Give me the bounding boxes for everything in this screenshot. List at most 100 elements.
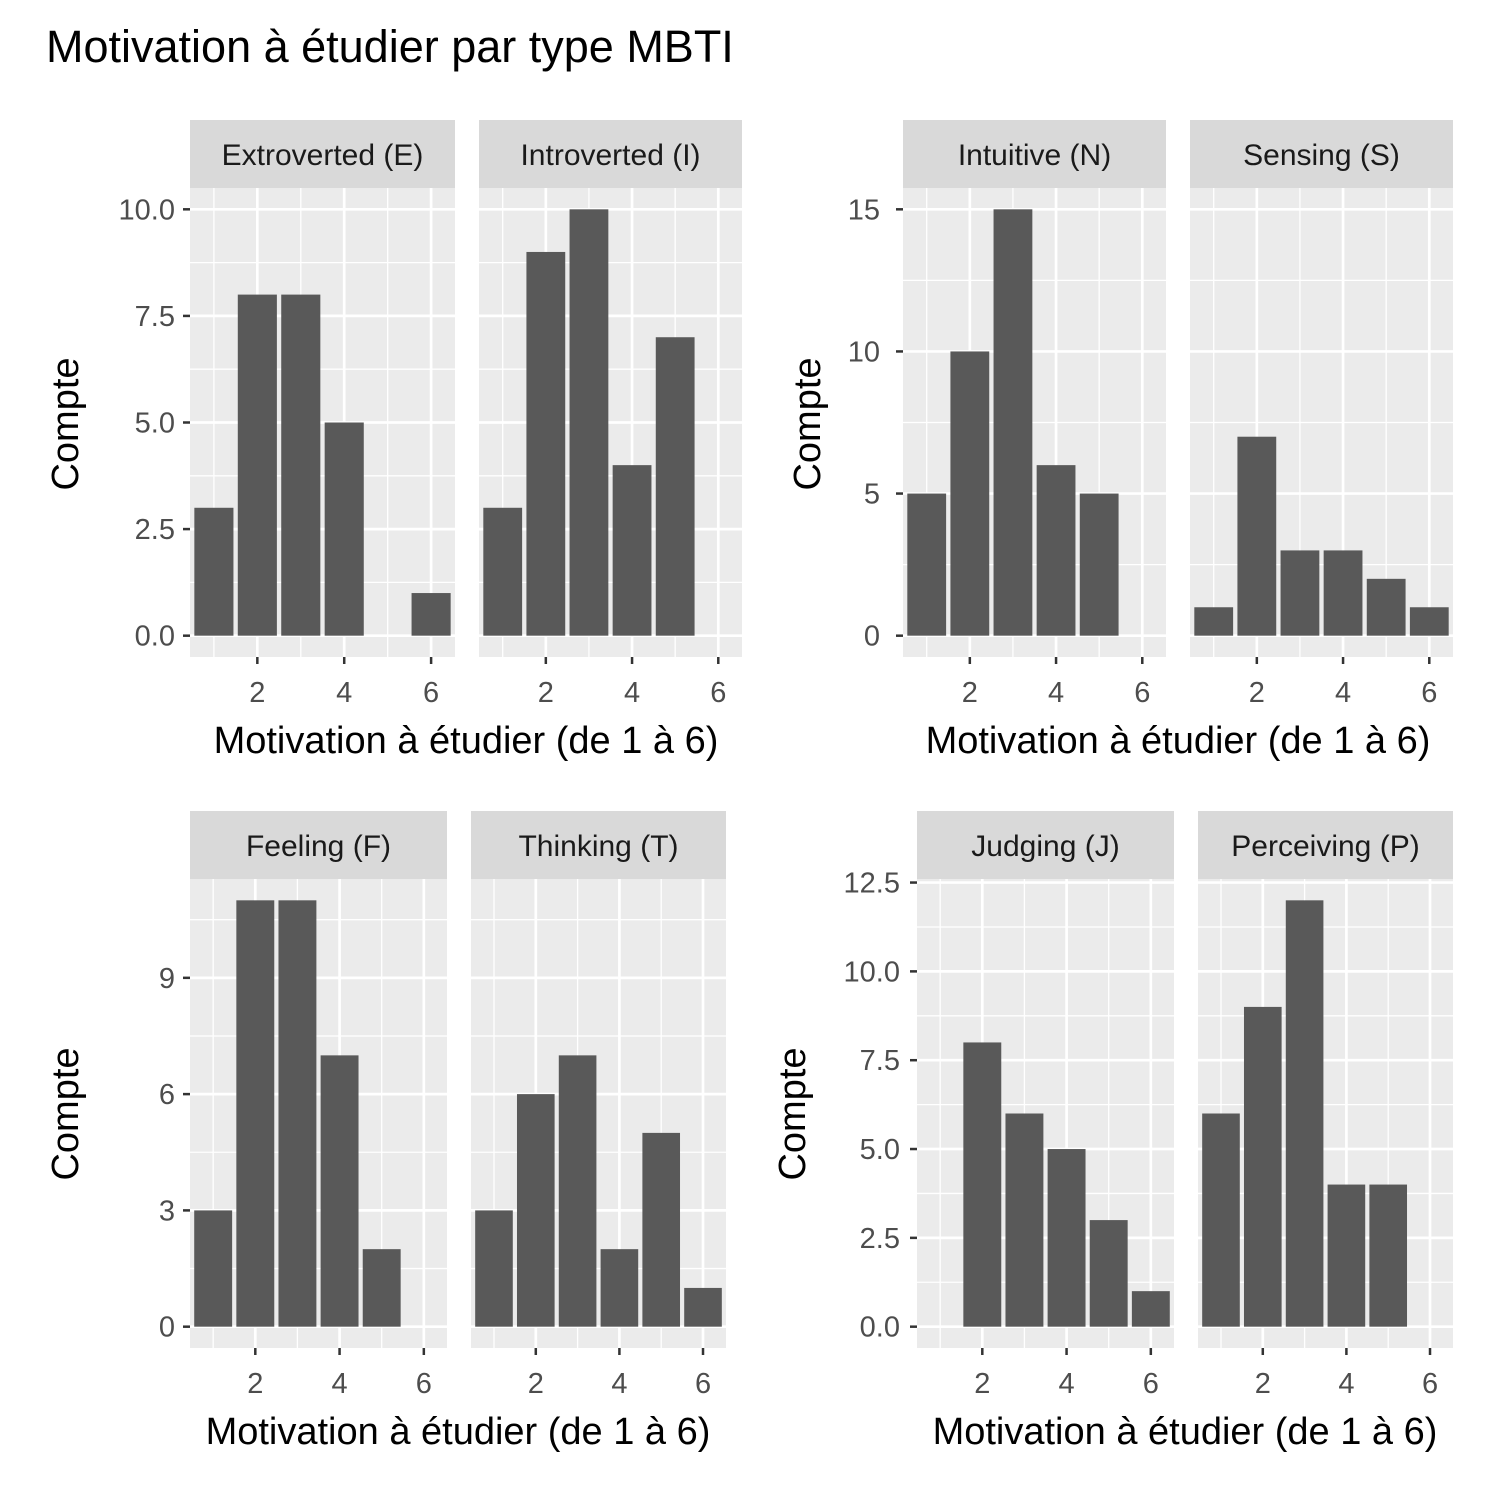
bar	[1131, 1291, 1170, 1327]
bar	[1369, 1184, 1408, 1327]
x-axis-title: Motivation à étudier (de 1 à 6)	[206, 1411, 711, 1453]
x-tick-label: 2	[249, 677, 265, 709]
y-tick-label: 6	[159, 1079, 175, 1111]
y-tick-label: 10.0	[119, 194, 175, 226]
facet-strip	[479, 120, 742, 188]
bar	[1202, 1113, 1240, 1327]
y-tick-label: 12.5	[844, 868, 900, 900]
y-tick-label: 5.0	[860, 1134, 900, 1166]
chart-2: Intuitive (N) 2 4 6 Sensing (S) 2 4 6 0 5 10 15 Moti…	[787, 120, 1453, 762]
facet-panel: Sensing (S) 2 4 6	[1190, 120, 1453, 709]
bar	[1366, 578, 1406, 636]
facet-panel: Intuitive (N) 2 4 6	[903, 120, 1166, 709]
x-tick-label: 6	[1422, 1368, 1438, 1400]
facet-strip-label: Feeling (F)	[246, 830, 391, 863]
x-tick-label: 6	[416, 1368, 432, 1400]
bar	[993, 209, 1033, 636]
facet-strip-label: Introverted (I)	[520, 139, 700, 172]
facet-panel: Perceiving (P) 2 4 6	[1198, 811, 1453, 1400]
panel-background	[917, 879, 1174, 1348]
bar	[324, 422, 364, 636]
facet-strip	[190, 811, 447, 879]
x-tick-label: 4	[331, 1368, 347, 1400]
y-tick-label: 3	[159, 1195, 175, 1227]
y-axis-title: Compte	[787, 357, 829, 490]
bar	[194, 1210, 233, 1327]
x-tick-label: 6	[710, 677, 726, 709]
bar	[1285, 900, 1324, 1327]
chart-3: Feeling (F) 2 4 6 Thinking (T) 2 4 6 0 3 6 9 Motivat…	[45, 811, 726, 1453]
x-tick-label: 2	[1249, 677, 1265, 709]
x-tick-label: 2	[974, 1368, 990, 1400]
y-tick-label: 2.5	[860, 1223, 900, 1255]
x-tick-label: 6	[423, 677, 439, 709]
y-tick-label: 0.0	[860, 1312, 900, 1344]
y-tick-label: 5.0	[135, 408, 175, 440]
facet-strip	[471, 811, 726, 879]
x-tick-label: 6	[1134, 677, 1150, 709]
facet-strip-label: Intuitive (N)	[958, 139, 1111, 172]
y-tick-label: 5	[864, 479, 880, 511]
bar	[569, 209, 609, 636]
panel-background	[471, 879, 726, 1348]
bar	[526, 251, 566, 636]
panel-background	[190, 879, 447, 1348]
y-axis-title: Compte	[45, 1047, 87, 1180]
bar	[1036, 465, 1076, 636]
bar	[278, 900, 317, 1327]
facet-strip	[903, 120, 1166, 188]
bar	[1047, 1149, 1086, 1327]
bar	[516, 1094, 555, 1327]
x-tick-label: 4	[1048, 677, 1064, 709]
bar	[655, 337, 695, 636]
bar	[1327, 1184, 1366, 1327]
y-tick-label: 10.0	[844, 956, 900, 988]
y-tick-label: 7.5	[860, 1045, 900, 1077]
bar	[483, 507, 523, 636]
x-tick-label: 2	[538, 677, 554, 709]
bar	[963, 1042, 1002, 1327]
y-tick-label: 7.5	[135, 301, 175, 333]
x-tick-label: 6	[1421, 677, 1437, 709]
x-tick-label: 6	[1143, 1368, 1159, 1400]
facet-strip	[1198, 811, 1453, 879]
bar	[1005, 1113, 1044, 1327]
bar	[1079, 493, 1119, 636]
x-tick-label: 2	[962, 677, 978, 709]
bar	[281, 294, 321, 636]
y-tick-label: 0.0	[135, 621, 175, 653]
y-tick-label: 0	[159, 1312, 175, 1344]
x-tick-label: 2	[247, 1368, 263, 1400]
y-tick-label: 15	[848, 194, 880, 226]
facet-strip	[190, 120, 455, 188]
chart-4: Judging (J) 2 4 6 Perceiving (P) 2 4 6 0.0 2.5 5.0…	[772, 811, 1453, 1453]
x-axis-title: Motivation à étudier (de 1 à 6)	[933, 1411, 1438, 1453]
facet-strip	[917, 811, 1174, 879]
bar	[1243, 1006, 1282, 1327]
panel-background	[1198, 879, 1453, 1348]
figure-title: Motivation à étudier par type MBTI	[46, 21, 734, 72]
facet-panel: Introverted (I) 2 4 6	[479, 120, 742, 709]
bar	[411, 593, 451, 636]
bar	[642, 1132, 681, 1327]
bar	[1280, 550, 1320, 636]
bar	[600, 1249, 639, 1327]
y-tick-label: 0	[864, 621, 880, 653]
facet-strip-label: Perceiving (P)	[1231, 830, 1419, 863]
x-tick-label: 4	[336, 677, 352, 709]
bar	[194, 507, 234, 636]
x-tick-label: 4	[1058, 1368, 1074, 1400]
bar	[950, 351, 990, 636]
plots-group: Extroverted (E) 2 4 6 Introverted (I) 2 4 6 0.0 2…	[45, 120, 1453, 1453]
bar	[684, 1287, 722, 1327]
bar	[1089, 1220, 1128, 1327]
bar	[558, 1055, 597, 1327]
facet-strip	[1190, 120, 1453, 188]
bar	[236, 900, 275, 1327]
x-tick-label: 2	[1255, 1368, 1271, 1400]
facet-strip-label: Judging (J)	[971, 830, 1119, 863]
x-tick-label: 6	[695, 1368, 711, 1400]
facet-panel: Feeling (F) 2 4 6	[190, 811, 447, 1400]
chart-1: Extroverted (E) 2 4 6 Introverted (I) 2 4 6 0.0 2…	[45, 120, 742, 762]
